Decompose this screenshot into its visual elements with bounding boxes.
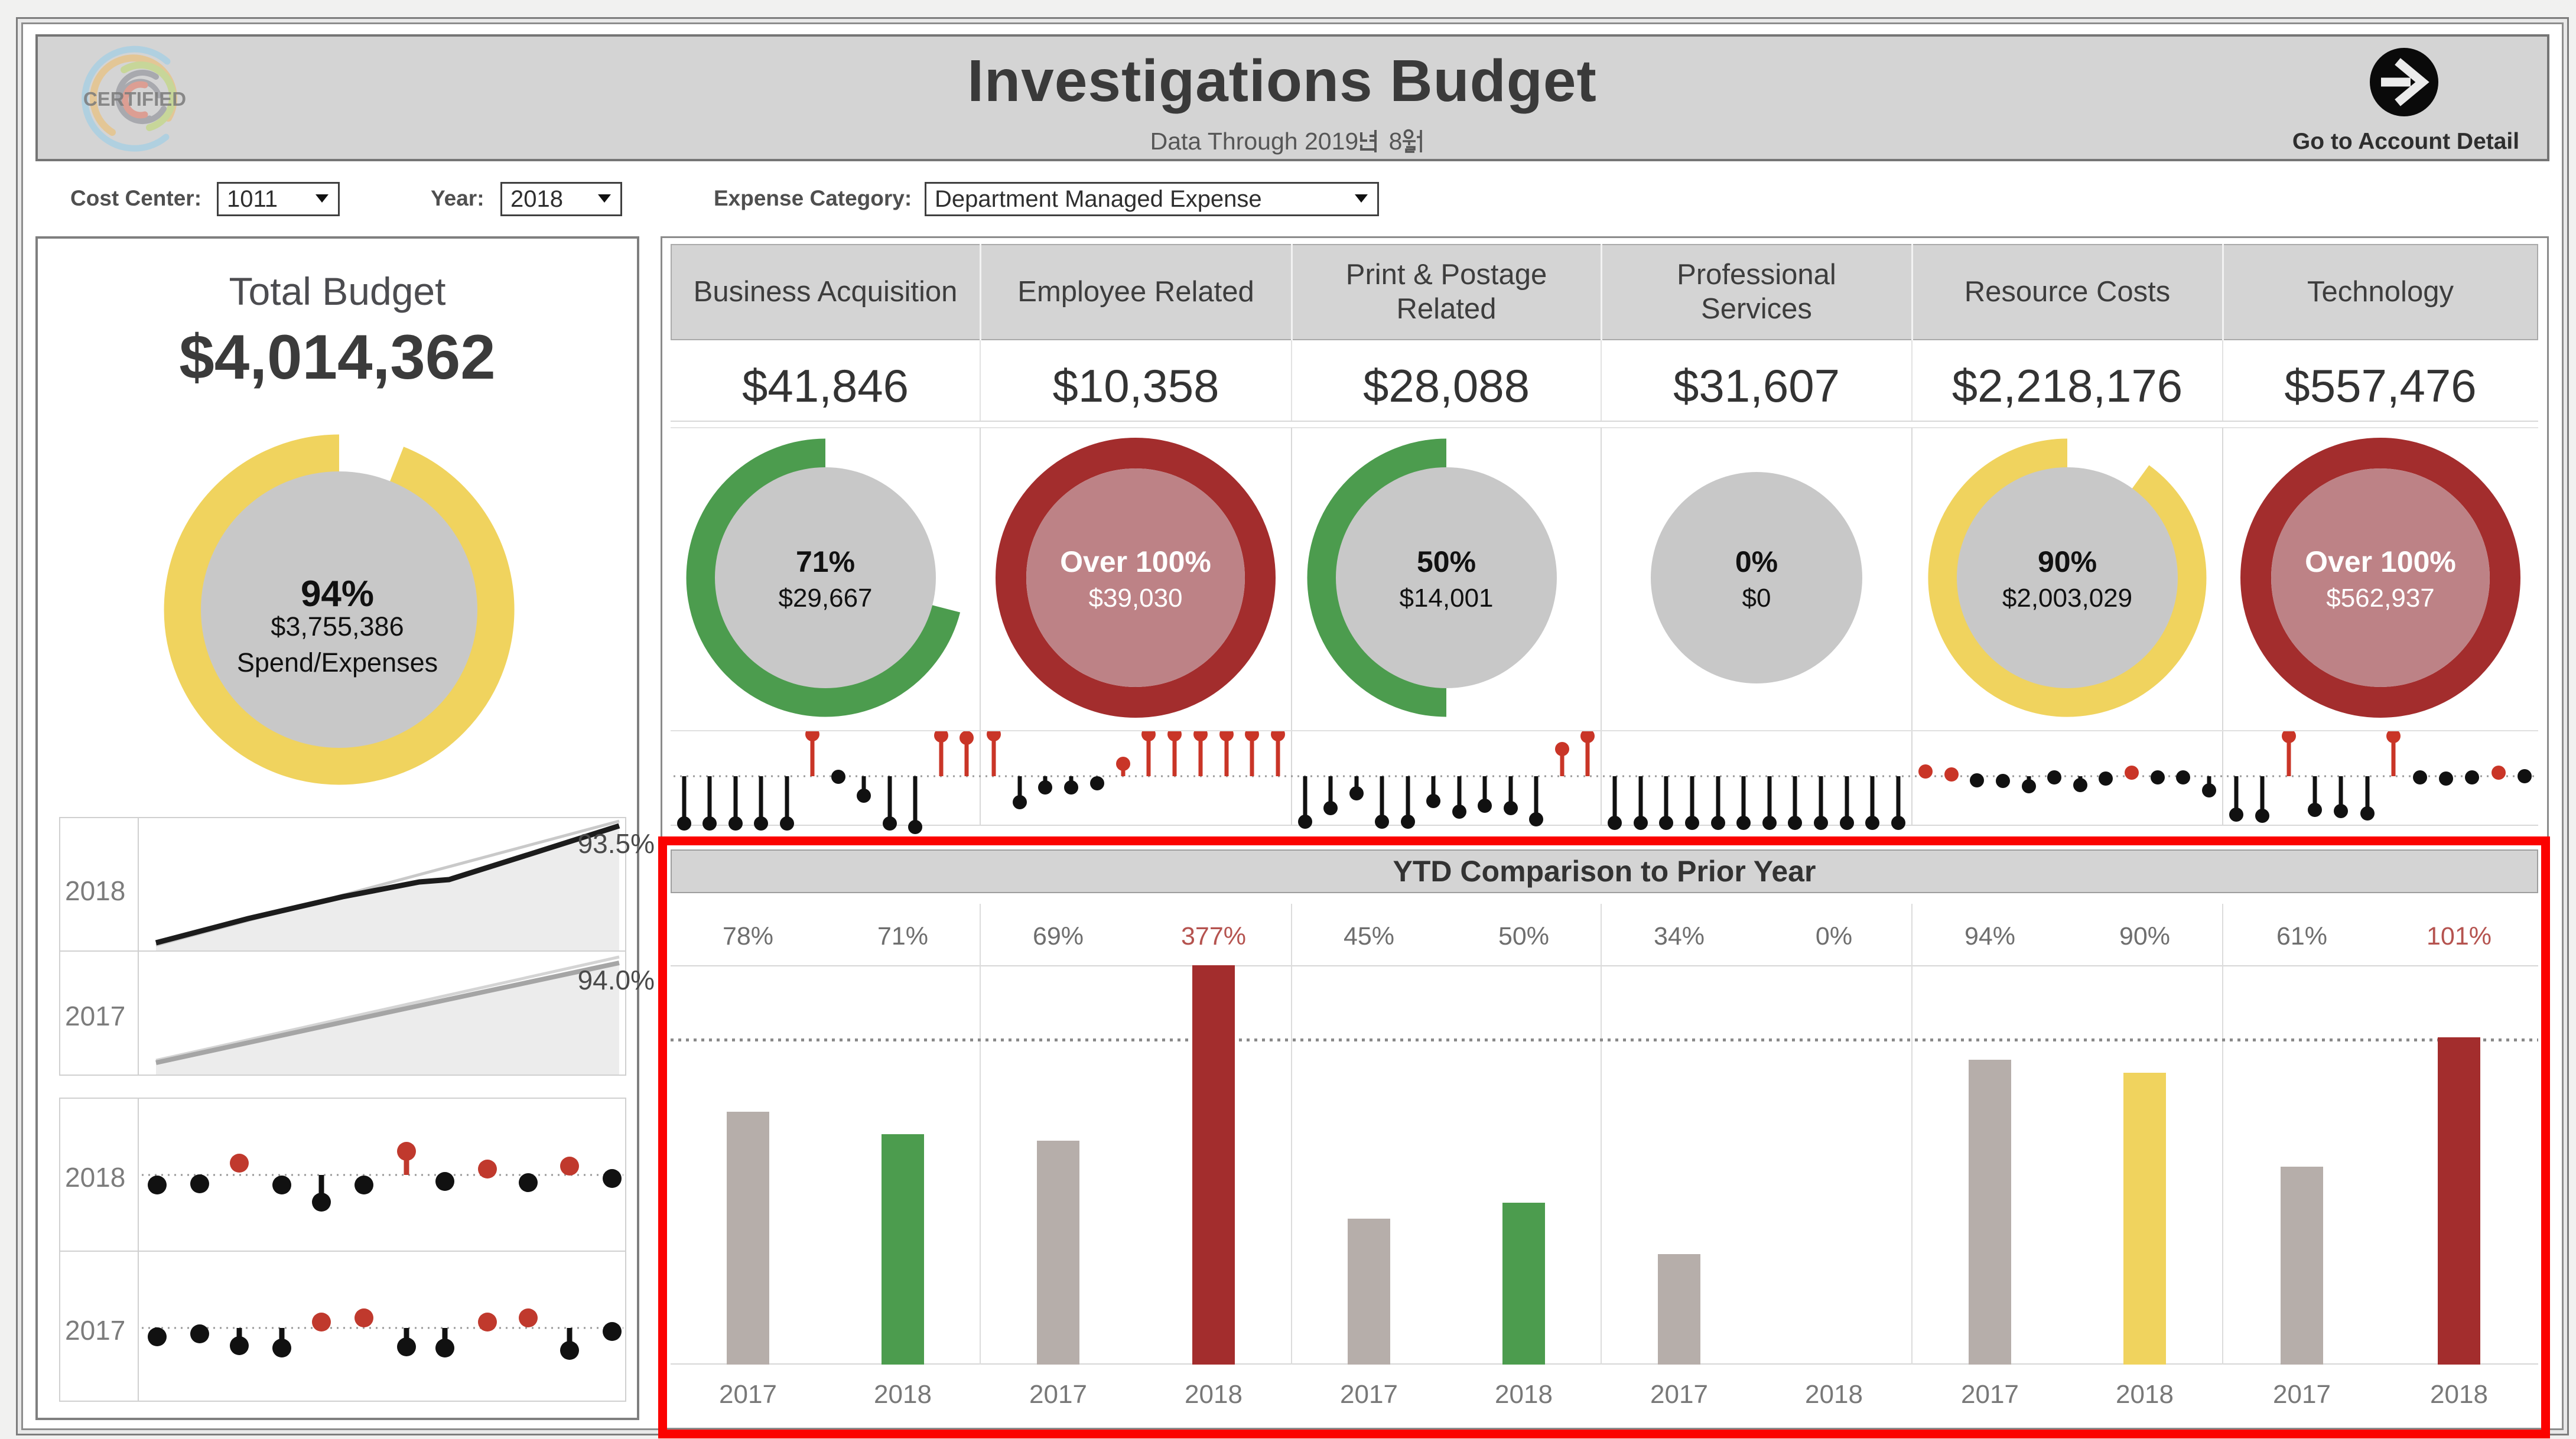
svg-text:CERTIFIED: CERTIFIED <box>83 88 186 110</box>
